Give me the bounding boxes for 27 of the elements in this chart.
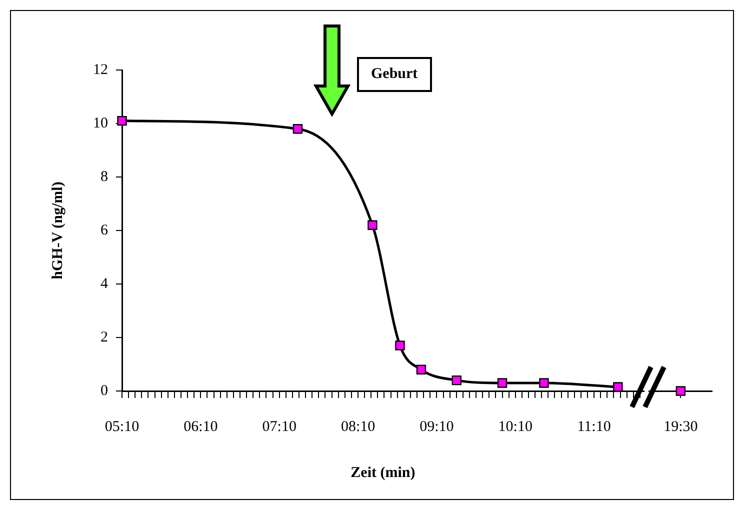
y-tick-label: 0: [100, 382, 108, 399]
x-tick-label: 19:30: [664, 418, 698, 435]
y-tick-label: 12: [93, 62, 108, 78]
y-tick-label: 10: [93, 115, 108, 132]
x-tick-label: 09:10: [420, 418, 454, 435]
x-tick-label: 08:10: [340, 418, 376, 435]
x-tick-label: 10:10: [498, 418, 532, 435]
point: [497, 378, 508, 388]
y-tick-label: 4: [100, 276, 108, 292]
x-axis-title: Zeit (min): [350, 464, 416, 481]
y-tick-label: 8: [100, 168, 108, 185]
y-tick-label: 2: [100, 329, 108, 346]
point: [539, 378, 549, 388]
point: [416, 364, 426, 374]
y-axis-title: hGH-V (ng/ml): [50, 182, 66, 280]
point: [395, 340, 405, 350]
x-tick-label: 07:10: [262, 418, 296, 435]
point: [452, 375, 462, 386]
x-tick-label: 06:10: [184, 418, 218, 435]
x-tick-label: 05:10: [104, 418, 140, 435]
x-tick-label: 11:10: [577, 418, 611, 435]
annotation: Geburt: [357, 57, 432, 92]
point: [368, 220, 378, 230]
y-tick-label: 6: [100, 222, 108, 238]
point: [613, 382, 623, 392]
point: [292, 124, 303, 134]
point: [117, 116, 127, 126]
